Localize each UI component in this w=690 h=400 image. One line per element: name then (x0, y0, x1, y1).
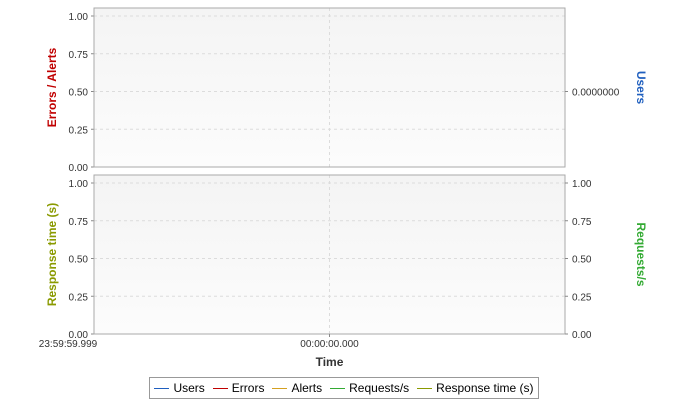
right-tick-label: 0.00 (572, 330, 592, 341)
right-tick-label: 0.50 (572, 255, 592, 266)
legend-item: Response time (s) (417, 381, 534, 395)
legend-swatch (417, 387, 433, 389)
legend-label: Users (173, 381, 205, 395)
x-tick-label: 00:00:00.000 (300, 339, 359, 350)
legend-swatch (154, 387, 170, 389)
left-tick-label: 1.00 (69, 179, 89, 190)
right-tick-label: 1.00 (572, 179, 592, 190)
right-tick-label: 0.0000000 (572, 88, 620, 99)
right-axis-label: Requests/s (634, 222, 648, 286)
legend-swatch (272, 387, 288, 389)
left-tick-label: 0.75 (69, 50, 89, 61)
legend-item: Errors (212, 381, 265, 395)
legend-swatch (212, 387, 228, 389)
left-tick-label: 0.75 (69, 217, 89, 228)
left-tick-label: 0.00 (69, 330, 89, 341)
legend-label: Errors (231, 381, 265, 395)
left-tick-label: 0.25 (69, 125, 89, 136)
left-tick-label: 1.00 (69, 12, 89, 23)
legend: Users Errors Alerts Requests/s Response time… (149, 377, 539, 399)
left-axis-label: Errors / Alerts (45, 47, 59, 127)
plot-border-1 (93, 7, 566, 168)
legend-label: Alerts (291, 381, 323, 395)
legend-item: Users (154, 381, 205, 395)
legend-item: Requests/s (330, 381, 409, 395)
right-tick-label: 0.25 (572, 292, 592, 303)
left-tick-label: 0.00 (69, 163, 89, 174)
x-axis-label: Time (316, 355, 344, 369)
left-tick-label: 0.50 (69, 255, 89, 266)
left-tick-label: 0.25 (69, 292, 89, 303)
left-axis-label: Response time (s) (45, 203, 59, 306)
x-tick-label: 23:59:59.999 (39, 339, 98, 350)
legend-label: Requests/s (349, 381, 410, 395)
right-axis-label: Users (634, 71, 648, 105)
legend-swatch (330, 387, 346, 389)
legend-item: Alerts (272, 381, 322, 395)
legend-label: Response time (s) (436, 381, 534, 395)
chart: 0.00 0.25 0.50 0.75 1.00 0.0000000 Errors / Al… (39, 7, 648, 369)
right-tick-label: 0.75 (572, 217, 592, 228)
left-tick-label: 0.50 (69, 88, 89, 99)
